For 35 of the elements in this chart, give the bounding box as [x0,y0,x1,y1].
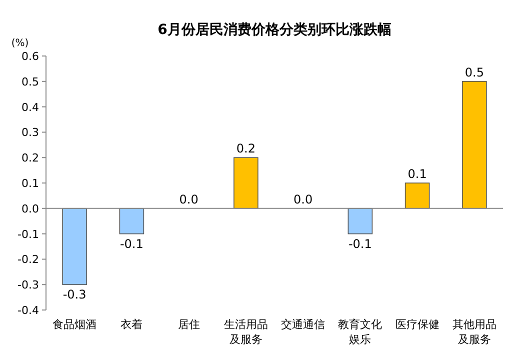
x-tick-label: 交通通信 [281,318,326,331]
data-label: 0.5 [464,65,484,80]
y-tick-label: -0.4 [18,304,39,317]
y-tick-label: -0.1 [18,228,39,241]
data-label: -0.1 [120,236,144,251]
y-axis-title: (%) [11,38,29,49]
bar [119,208,144,234]
bar [348,208,373,234]
x-tick-label: 居住 [178,318,200,331]
x-tick-label: 衣着 [120,318,143,331]
x-tick-label: 其他用品及服务 [452,318,496,346]
chart-title: 6月份居民消费价格分类别环比涨跌幅 [158,22,392,38]
x-tick-label: 生活用品及服务 [224,318,268,346]
x-tick-label: 教育文化娱乐 [338,318,382,346]
x-tick-label: 食品烟酒 [52,318,97,331]
data-label: -0.1 [348,236,372,251]
y-tick-label: -0.3 [18,278,39,292]
bar [462,81,487,209]
y-tick-label: 0.4 [22,100,39,114]
bar [234,157,258,209]
bar [62,208,87,285]
y-tick-label: 0.5 [22,75,39,88]
y-tick-label: -0.2 [18,253,39,266]
y-tick-label: 0.2 [22,152,39,165]
data-label: 0.2 [236,142,256,156]
y-tick-label: 0.1 [22,177,39,190]
data-label: 0.1 [408,167,427,181]
y-tick-label: 0.0 [22,202,39,216]
x-tick-label: 医疗保健 [395,318,440,331]
bar [404,182,430,209]
y-tick-label: 0.3 [22,126,39,140]
data-label: 0.0 [179,192,198,206]
data-label: 0.0 [294,192,313,206]
y-tick-label: 0.6 [22,50,39,63]
data-label: -0.3 [62,288,86,302]
